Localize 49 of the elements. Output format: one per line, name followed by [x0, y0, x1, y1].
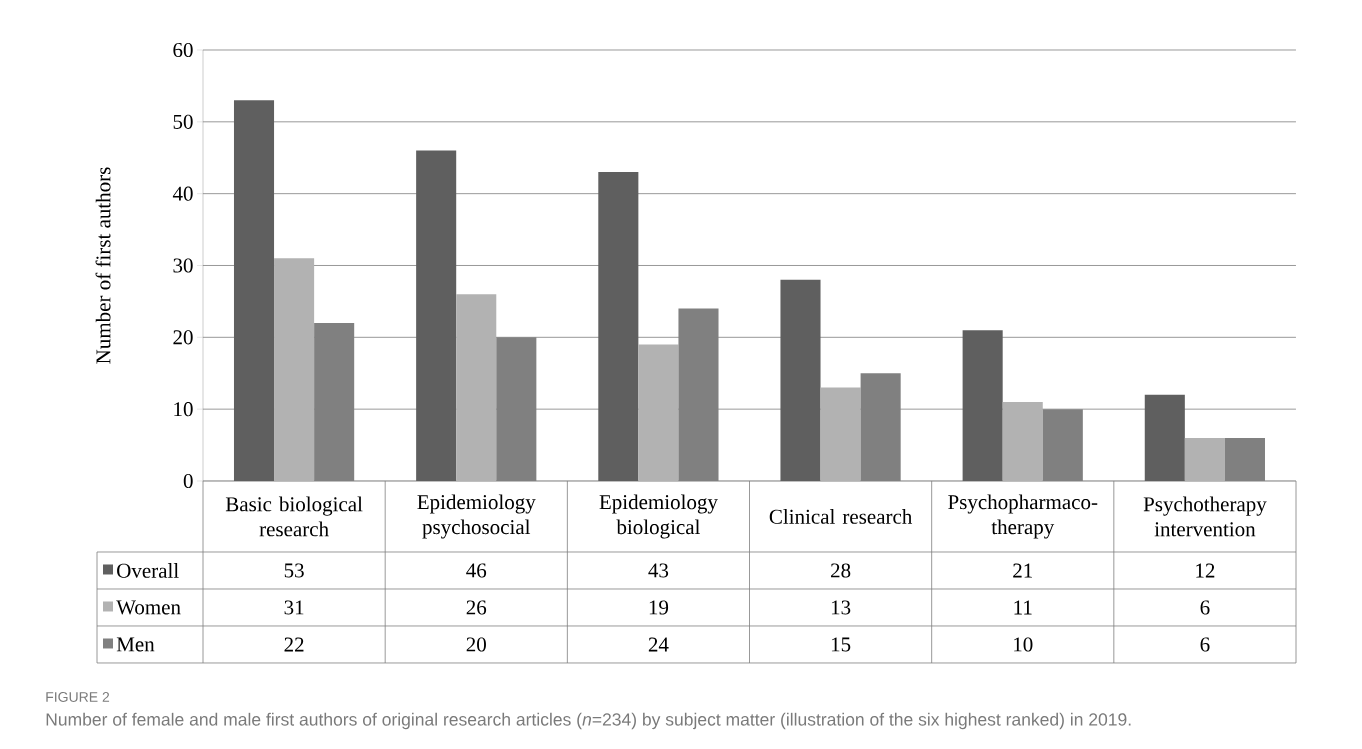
bar	[233, 100, 275, 481]
y-tick-label: 40	[172, 186, 193, 201]
x-tick-label: Epidemiology biological	[599, 494, 718, 539]
bar	[274, 258, 315, 481]
y-tick-label: 0	[183, 473, 193, 489]
data-label: 28	[831, 563, 851, 578]
bar	[1002, 401, 1043, 481]
legend-label: Overall	[117, 563, 179, 578]
data-label: 19	[649, 600, 669, 615]
y-tick-label: 30	[173, 258, 193, 273]
bar	[638, 344, 679, 481]
bar	[1144, 394, 1185, 481]
y-tick-label: 60	[173, 42, 193, 58]
bar	[598, 172, 639, 481]
data-label: 6	[1200, 637, 1210, 652]
legend-label: Men	[116, 637, 155, 652]
bar	[780, 279, 821, 481]
data-label: 12	[1196, 563, 1215, 578]
bar	[1184, 437, 1225, 481]
x-tick-label: Epidemiology psychosocial	[417, 494, 536, 539]
data-label: 21	[1013, 563, 1032, 578]
data-label: 13	[831, 600, 851, 615]
data-label: 31	[284, 600, 304, 615]
x-tick-label: Basic biological research	[225, 496, 363, 537]
bar	[962, 330, 1003, 481]
bar	[456, 294, 497, 481]
data-label: 24	[648, 637, 669, 652]
data-label: 43	[648, 563, 669, 578]
legend-label: Women	[116, 600, 181, 615]
data-label: 15	[831, 637, 851, 652]
y-axis-title: Number of first authors	[95, 167, 111, 364]
x-tick-label: Psychopharmaco-therapy	[948, 494, 1098, 539]
text: Number of female and male first authors of original research articles (n=234) by subject matter (illustration of the six highest ranked) in 2019.	[46, 712, 1131, 730]
caption: FIGURE 2	[46, 692, 110, 702]
x-tick-label: Clinical research	[769, 509, 913, 524]
bar	[416, 150, 457, 481]
x-tick-label: Psychotherapy intervention	[1143, 496, 1267, 537]
y-tick-label: 10	[174, 402, 193, 417]
data-label: 20	[466, 637, 486, 652]
bar	[820, 387, 861, 481]
data-label: 10	[1014, 637, 1033, 652]
data-label: 11	[1014, 600, 1032, 615]
data-label: 26	[466, 600, 487, 615]
data-label: 53	[284, 563, 304, 578]
y-tick-label: 20	[173, 330, 193, 345]
data-label: 22	[284, 637, 304, 652]
y-tick-label: 50	[173, 114, 193, 129]
data-label: 46	[466, 563, 487, 578]
data-label: 6	[1200, 600, 1210, 615]
